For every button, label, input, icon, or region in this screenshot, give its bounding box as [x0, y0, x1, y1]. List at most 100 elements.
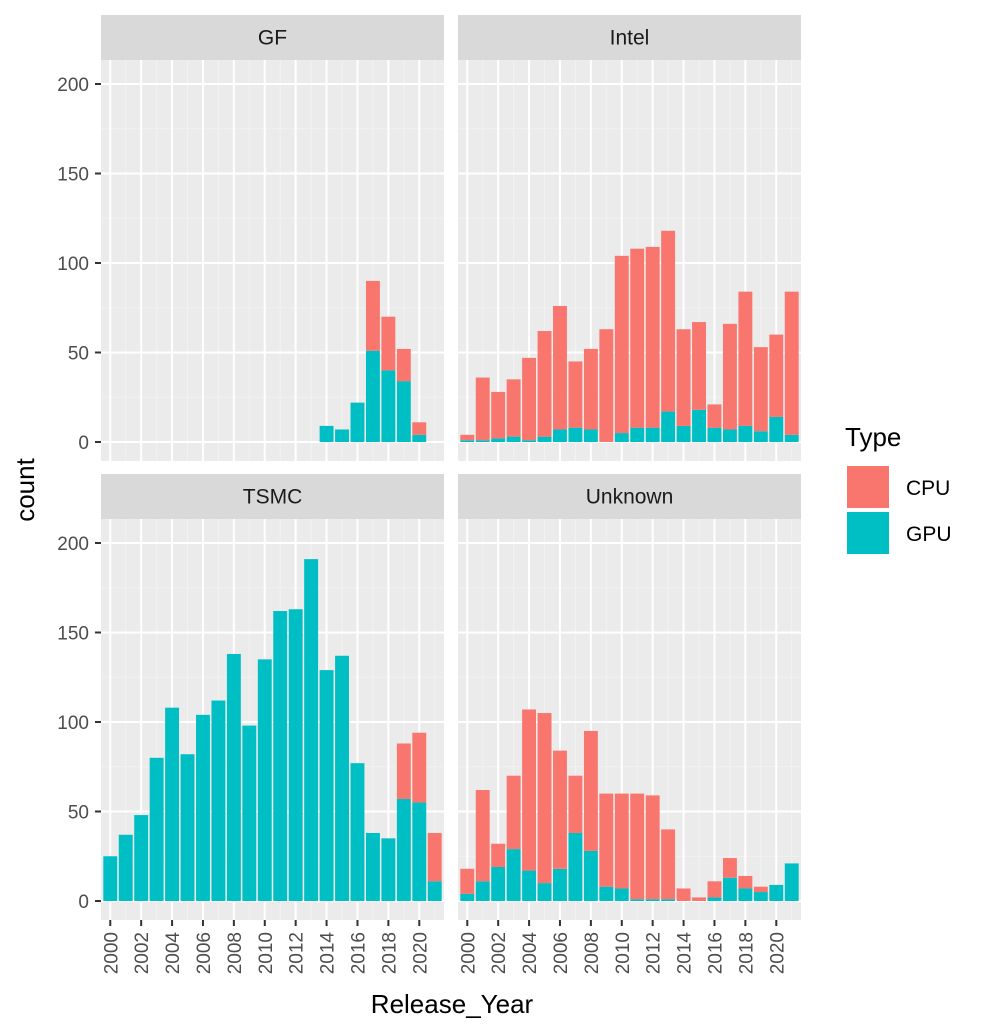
bar-cpu-2003	[506, 379, 521, 437]
bar-gpu-2019	[396, 381, 411, 442]
x-tick-label: 2000	[458, 932, 479, 974]
bar-gpu-2009	[242, 725, 257, 901]
x-tick-label: 2006	[551, 932, 572, 974]
x-tick-label: 2008	[582, 932, 603, 974]
bar-cpu-2019	[396, 743, 411, 799]
bar-gpu-2017	[722, 877, 737, 901]
strip-tsmc	[101, 474, 444, 519]
bar-gpu-2007	[211, 700, 226, 901]
bar-gpu-2021	[784, 434, 799, 442]
y-axis-title: count	[10, 457, 40, 521]
x-tick-label: 2002	[489, 932, 510, 974]
bar-cpu-2021	[784, 291, 799, 435]
bar-cpu-2018	[738, 875, 753, 889]
bar-gpu-2012	[288, 609, 303, 901]
bar-gpu-2016	[707, 427, 722, 442]
bar-cpu-2015	[692, 322, 706, 410]
bar-cpu-2012	[645, 795, 660, 900]
bar-gpu-2002	[491, 866, 506, 901]
bar-gpu-2016	[350, 402, 365, 442]
y-tick-label: 0	[78, 892, 89, 913]
bar-gpu-2001	[118, 834, 133, 901]
bar-cpu-2020	[412, 422, 427, 435]
bar-gpu-2018	[738, 888, 753, 901]
bar-cpu-2005	[537, 331, 552, 437]
bar-gpu-2021	[784, 863, 799, 901]
bar-cpu-2001	[475, 377, 490, 441]
bar-gpu-2012	[645, 899, 660, 901]
bar-cpu-2016	[707, 404, 722, 428]
strip-label: GF	[258, 27, 287, 50]
x-tick-label: 2010	[613, 932, 634, 974]
y-tick-label: 150	[57, 165, 89, 186]
bar-gpu-2000	[460, 440, 475, 442]
bar-cpu-2011	[630, 248, 645, 428]
bar-cpu-2013	[661, 230, 676, 412]
x-tick-label: 2020	[767, 932, 788, 974]
bar-gpu-2012	[645, 427, 660, 442]
bar-gpu-2013	[661, 411, 676, 442]
bar-cpu-2004	[522, 357, 537, 441]
bar-gpu-2006	[553, 429, 567, 442]
bar-cpu-2018	[381, 316, 396, 371]
bar-gpu-2013	[661, 899, 676, 901]
bar-gpu-2005	[537, 436, 552, 442]
panel-tsmc: TSMC 0 50 100 150 200 2000 2002 2004 2006 2008 2010…	[57, 474, 444, 974]
y-tick-label: 50	[68, 803, 89, 824]
panel-unknown: Unknown 2000 2002 2004 2006 2008 2010 2012 2014 2…	[458, 474, 801, 974]
y-tick-label: 150	[57, 624, 89, 645]
x-tick-label: 2018	[736, 932, 757, 974]
bar-cpu-2002	[491, 843, 506, 867]
bar-cpu-2007	[568, 775, 583, 833]
bar-gpu-2019	[396, 798, 411, 901]
bar-gpu-2008	[583, 429, 598, 442]
bar-gpu-2014	[319, 425, 334, 442]
bar-cpu-2000	[460, 434, 475, 441]
facet-panels: GF 0 50 100 150 200 Intel TSMC 0 50 100 150 200 2000 2…	[57, 15, 801, 974]
x-tick-label: 2016	[348, 932, 369, 974]
bar-gpu-2008	[583, 850, 598, 901]
bar-gpu-2011	[273, 611, 288, 901]
x-tick-label: 2012	[287, 932, 308, 974]
bar-gpu-2010	[614, 433, 629, 442]
bar-gpu-2009	[599, 886, 614, 901]
bar-gpu-2007	[568, 832, 583, 901]
bar-gpu-2021	[427, 881, 442, 901]
bar-gpu-2000	[103, 856, 118, 901]
bar-cpu-2016	[707, 881, 722, 898]
bar-cpu-2017	[722, 858, 737, 878]
bar-gpu-2017	[365, 832, 380, 901]
y-tick-label: 50	[68, 344, 89, 365]
bar-cpu-2007	[568, 361, 583, 428]
bar-cpu-2019	[753, 347, 768, 432]
bar-cpu-2008	[583, 348, 598, 430]
legend: Type CPU GPU	[845, 422, 952, 554]
bar-cpu-2013	[661, 829, 676, 900]
bar-cpu-2019	[753, 886, 768, 893]
bar-gpu-2011	[630, 427, 645, 442]
strip-label: Unknown	[586, 486, 674, 509]
bar-gpu-2015	[335, 655, 349, 901]
bar-cpu-2017	[722, 323, 737, 430]
bar-cpu-2015	[692, 897, 706, 901]
bar-gpu-2019	[753, 431, 768, 442]
bar-cpu-2005	[537, 713, 552, 884]
x-tick-label: 2002	[132, 932, 153, 974]
bar-cpu-2014	[676, 329, 691, 426]
bar-cpu-2017	[365, 280, 380, 351]
bar-cpu-2019	[396, 348, 411, 382]
bar-gpu-2015	[335, 429, 349, 442]
bar-cpu-2008	[583, 730, 598, 851]
bar-gpu-2016	[350, 763, 365, 901]
bar-cpu-2020	[769, 334, 784, 417]
legend-title: Type	[845, 422, 901, 452]
bar-gpu-2004	[522, 870, 537, 901]
strip-gf	[101, 15, 444, 60]
x-tick-label: 2004	[163, 932, 184, 975]
bar-cpu-2018	[738, 291, 753, 426]
bar-gpu-2007	[568, 427, 583, 442]
bar-gpu-2003	[506, 436, 521, 442]
bar-gpu-2020	[412, 434, 427, 442]
bar-gpu-2008	[226, 653, 241, 901]
bar-cpu-2006	[553, 750, 567, 869]
